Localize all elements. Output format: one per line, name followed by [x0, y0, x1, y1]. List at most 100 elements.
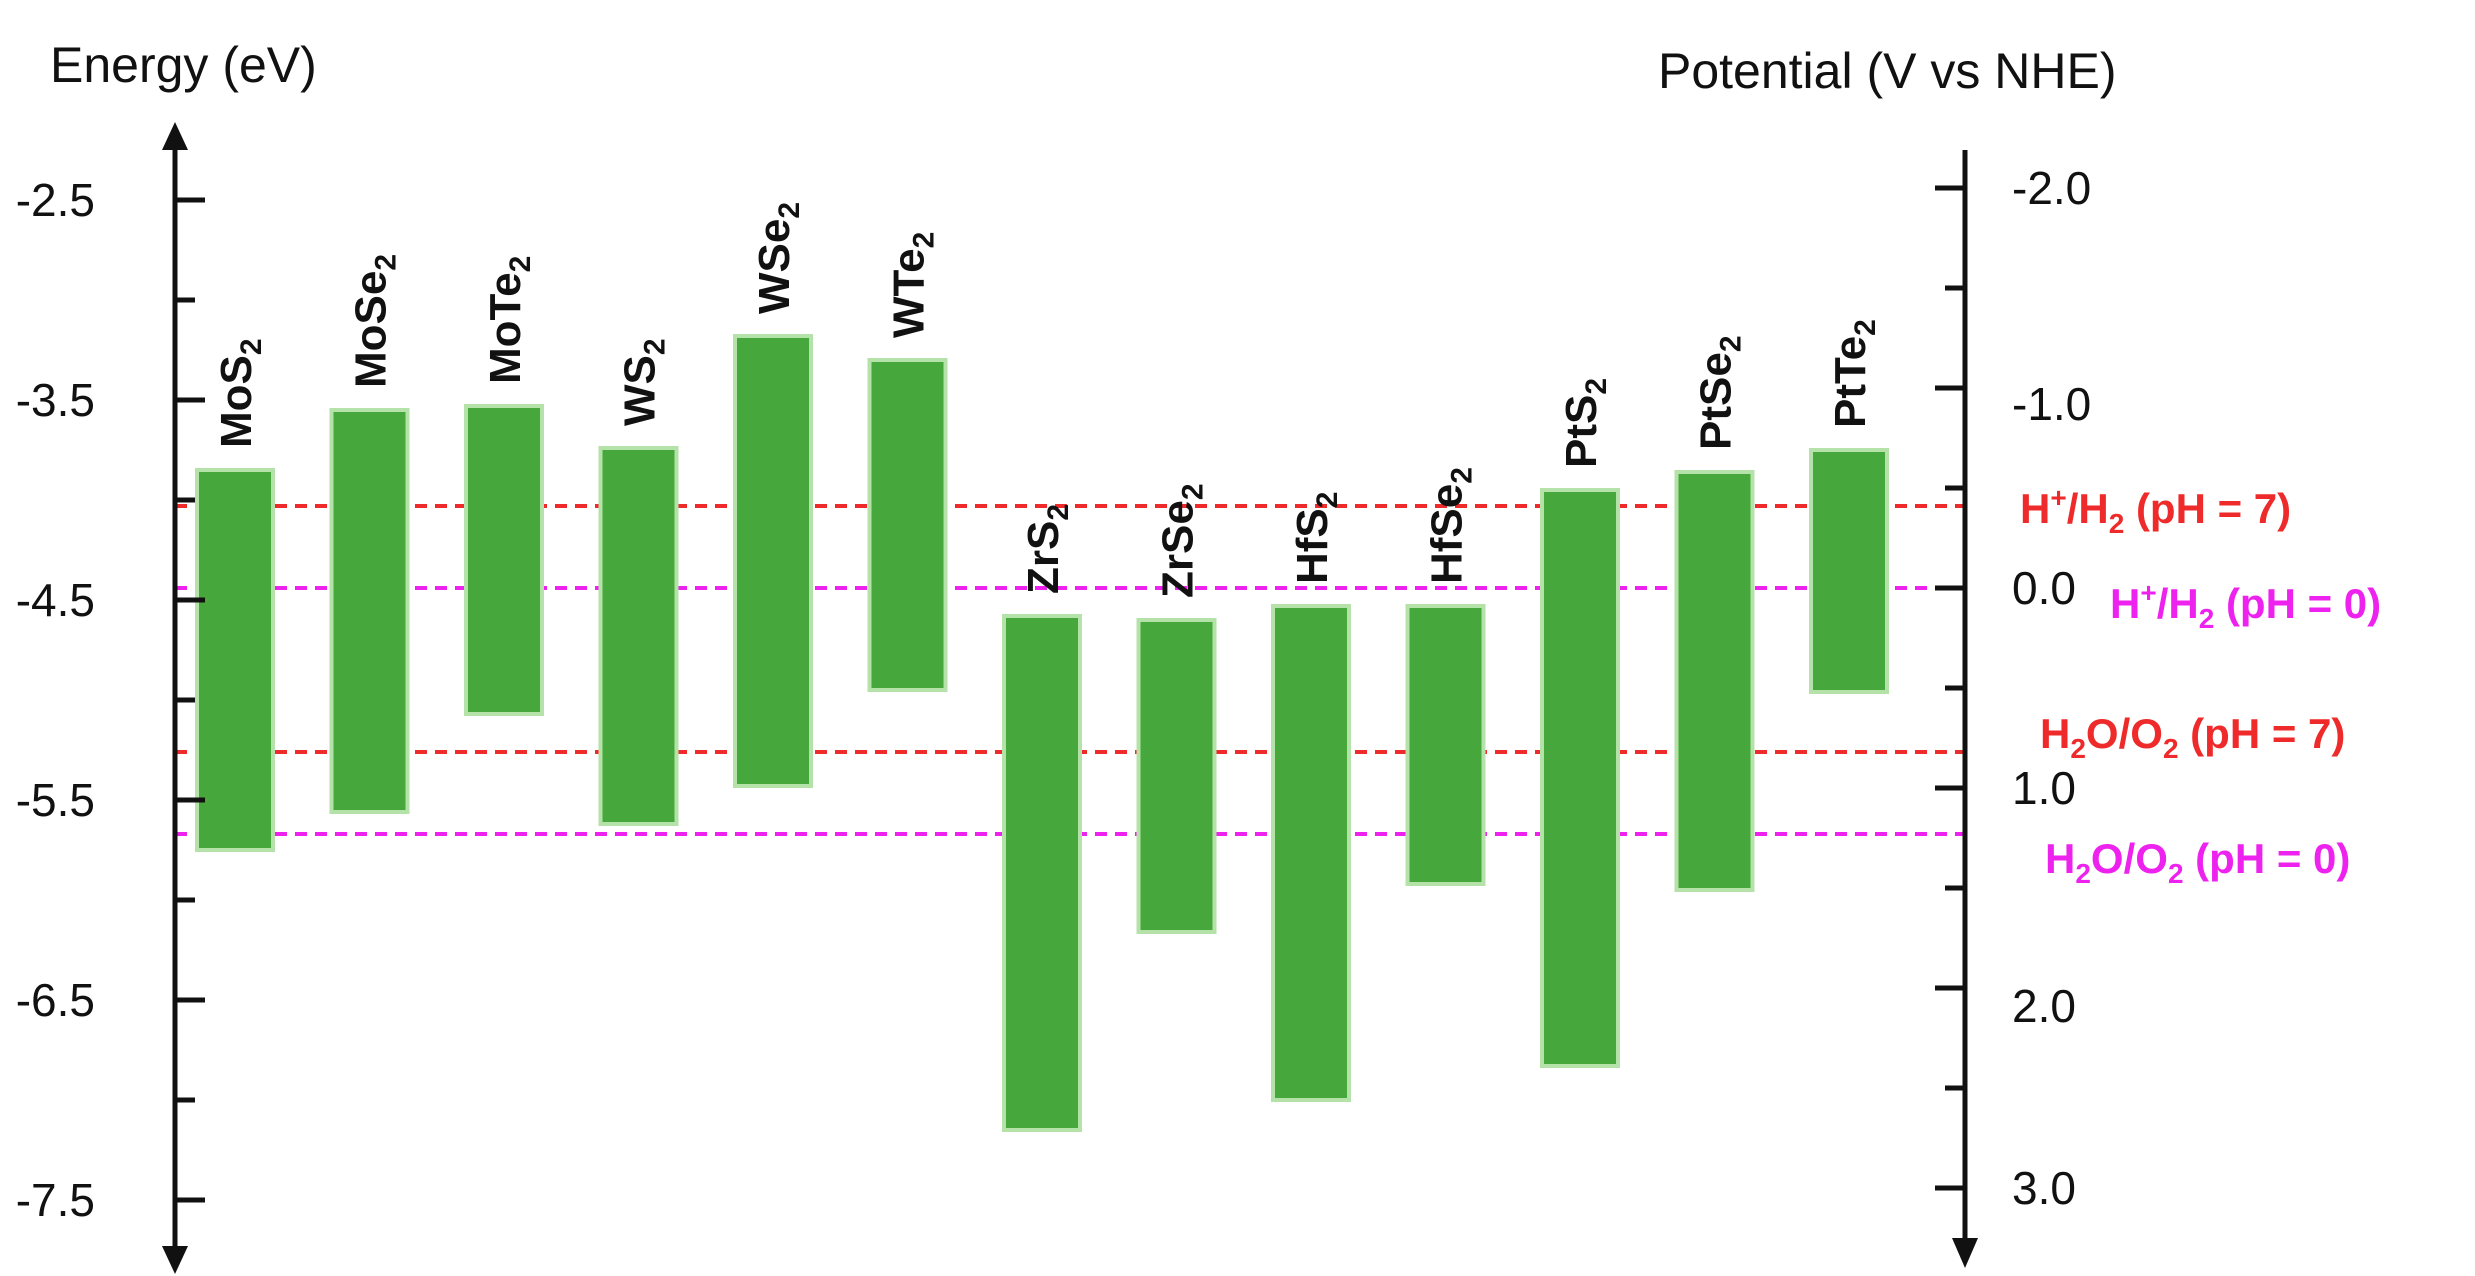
material-label-base: PtTe [1826, 336, 1875, 428]
reference-label-2: H+/H2 (pH = 0) [2110, 577, 2381, 634]
material-label-subscript: 2 [1311, 492, 1344, 509]
reference-label-part: (pH = 0) [2214, 580, 2381, 627]
reference-labels: H+/H2 (pH = 7)H+/H2 (pH = 0)H2O/O2 (pH =… [2020, 482, 2381, 889]
material-label-subscript: 2 [1446, 467, 1479, 484]
material-label: WTe2 [885, 232, 941, 338]
material-label: MoSe2 [347, 254, 403, 388]
material-label-base: WSe [750, 219, 799, 314]
material-label-subscript: 2 [1849, 319, 1882, 336]
material-label: WS2 [616, 338, 672, 426]
left-tick-label: -4.5 [16, 574, 95, 626]
left-axis-down-arrow [162, 1246, 188, 1274]
material-label-subscript: 2 [1715, 335, 1748, 352]
material-label-subscript: 2 [773, 202, 806, 219]
reference-label-part: (pH = 7) [2179, 710, 2346, 757]
material-label: WSe2 [750, 202, 806, 314]
reference-label-part: O/O [2086, 710, 2163, 757]
band-bar-wse2 [733, 334, 813, 788]
right-tick-label: 2.0 [2012, 980, 2076, 1032]
reference-label-part: 2 [2070, 733, 2086, 764]
band-bar-zrse2 [1136, 618, 1217, 934]
left-tick-label: -2.5 [16, 174, 95, 226]
material-label-base: HfS [1288, 508, 1337, 584]
material-label-subscript: 2 [908, 232, 941, 249]
material-label-subscript: 2 [504, 256, 537, 273]
reference-label-part: H [2045, 835, 2075, 882]
band-bar-ws2 [598, 446, 679, 826]
reference-label-part: H [2040, 710, 2070, 757]
reference-label-4: H2O/O2 (pH = 0) [2045, 835, 2350, 889]
band-bar-mote2 [464, 404, 544, 716]
material-label-base: MoSe [347, 271, 396, 388]
reference-label-part: + [2050, 482, 2066, 513]
reference-lines [175, 504, 1965, 836]
material-label: PtSe2 [1692, 335, 1748, 450]
band-bar-hfse2 [1405, 604, 1486, 886]
reference-label-3: H2O/O2 (pH = 7) [2040, 710, 2345, 764]
reference-label-part: /H [2157, 580, 2199, 627]
band-bar-mose2 [329, 408, 410, 814]
band-bars [195, 334, 1889, 1132]
reference-label-part: 2 [2075, 858, 2091, 889]
reference-label-part: + [2140, 577, 2156, 608]
reference-label-part: H [2110, 580, 2140, 627]
reference-label-1: H+/H2 (pH = 7) [2020, 482, 2291, 539]
material-label: PtS2 [1557, 378, 1613, 468]
band-bar-wte2 [867, 358, 948, 692]
material-label-subscript: 2 [1042, 504, 1075, 521]
reference-label-part: 2 [2199, 603, 2215, 634]
band-bar-zrs2 [1002, 614, 1082, 1132]
left-tick-label: -3.5 [16, 374, 95, 426]
material-label: HfSe2 [1423, 467, 1479, 584]
material-label-subscript: 2 [235, 338, 268, 355]
left-axis-title: Energy (eV) [50, 37, 317, 93]
reference-label-part: H [2020, 485, 2050, 532]
material-label-base: MoTe [481, 272, 530, 384]
material-label-subscript: 2 [1177, 483, 1210, 500]
right-tick-label: 0.0 [2012, 562, 2076, 614]
material-label: HfS2 [1288, 492, 1344, 584]
material-label: ZrSe2 [1154, 483, 1210, 598]
right-tick-label: -1.0 [2012, 378, 2091, 430]
material-label-subscript: 2 [639, 338, 672, 355]
material-label: ZrS2 [1019, 504, 1075, 594]
material-label-base: PtSe [1692, 352, 1741, 450]
material-label-base: ZrS [1019, 521, 1068, 594]
material-label-base: HfSe [1423, 484, 1472, 584]
left-tick-label: -7.5 [16, 1174, 95, 1226]
right-axis-down-arrow [1952, 1238, 1978, 1268]
right-potential-axis: -2.0 -1.0 0.0 1.0 2.0 3.0 [1935, 150, 2091, 1268]
material-label-base: WS [616, 355, 665, 426]
band-bar-mos2 [195, 468, 275, 852]
reference-label-part: /H [2067, 485, 2109, 532]
material-label: MoTe2 [481, 256, 537, 384]
reference-label-part: (pH = 7) [2124, 485, 2291, 532]
reference-label-part: O/O [2091, 835, 2168, 882]
reference-label-part: 2 [2163, 733, 2179, 764]
band-bar-hfs2 [1271, 604, 1351, 1102]
reference-label-part: (pH = 0) [2184, 835, 2351, 882]
material-label-base: MoS [212, 355, 261, 448]
left-tick-label: -6.5 [16, 974, 95, 1026]
material-label-base: WTe [885, 248, 934, 338]
material-label: PtTe2 [1826, 319, 1882, 428]
right-tick-label: 3.0 [2012, 1162, 2076, 1214]
left-energy-axis: -2.5 -3.5 -4.5 -5.5 -6.5 -7.5 [16, 122, 205, 1274]
right-axis-title: Potential (V vs NHE) [1658, 43, 2116, 99]
reference-label-part: 2 [2168, 858, 2184, 889]
band-bar-ptse2 [1674, 470, 1755, 892]
material-label-base: PtS [1557, 395, 1606, 468]
left-tick-label: -5.5 [16, 774, 95, 826]
band-bar-ptte2 [1809, 448, 1889, 694]
left-axis-up-arrow [162, 122, 188, 150]
band-bar-pts2 [1540, 488, 1620, 1068]
reference-label-part: 2 [2109, 508, 2125, 539]
right-tick-label: -2.0 [2012, 162, 2091, 214]
material-label-subscript: 2 [1580, 378, 1613, 395]
material-label-subscript: 2 [370, 254, 403, 271]
right-tick-label: 1.0 [2012, 762, 2076, 814]
material-label-base: ZrSe [1154, 500, 1203, 598]
material-label: MoS2 [212, 338, 268, 448]
